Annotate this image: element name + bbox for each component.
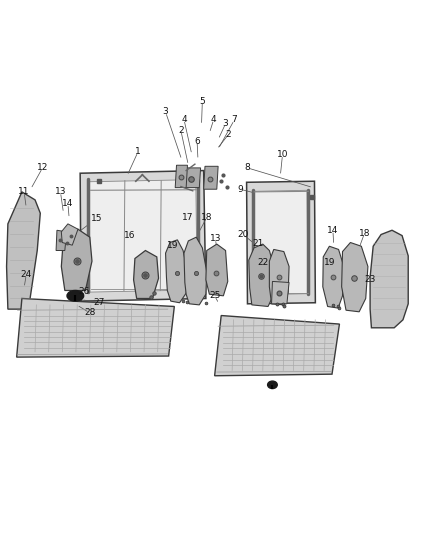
Text: 20: 20 [237, 230, 249, 239]
Text: 15: 15 [91, 214, 102, 223]
Text: 13: 13 [55, 188, 66, 196]
Polygon shape [249, 244, 275, 306]
Polygon shape [175, 165, 187, 188]
Text: 16: 16 [124, 231, 135, 240]
Text: 25: 25 [209, 292, 220, 300]
Text: 4: 4 [211, 115, 216, 124]
Text: 23: 23 [364, 276, 376, 284]
Text: 1: 1 [135, 148, 141, 156]
Text: 17: 17 [182, 213, 193, 222]
Text: 3: 3 [162, 108, 169, 116]
Text: 3: 3 [223, 119, 229, 128]
Text: 11: 11 [18, 188, 30, 196]
Ellipse shape [268, 381, 277, 389]
Text: 19: 19 [167, 241, 179, 249]
Polygon shape [56, 230, 67, 251]
Text: 2: 2 [178, 126, 184, 135]
Text: 22: 22 [257, 258, 268, 266]
Text: 7: 7 [231, 116, 237, 124]
Polygon shape [254, 190, 308, 295]
Text: 12: 12 [37, 164, 48, 172]
Polygon shape [247, 181, 315, 304]
Polygon shape [370, 230, 408, 328]
Polygon shape [7, 192, 40, 309]
Text: 27: 27 [93, 298, 104, 307]
Text: 2: 2 [226, 130, 231, 139]
Polygon shape [166, 240, 187, 303]
Polygon shape [204, 166, 218, 189]
Polygon shape [134, 251, 159, 298]
Polygon shape [323, 246, 344, 308]
Text: 24: 24 [21, 270, 32, 279]
Polygon shape [206, 244, 228, 296]
Polygon shape [89, 180, 197, 292]
Text: 18: 18 [359, 229, 370, 238]
Text: 18: 18 [201, 213, 212, 222]
Polygon shape [80, 171, 206, 301]
Text: 5: 5 [199, 97, 205, 106]
Text: 9: 9 [237, 185, 243, 193]
Polygon shape [61, 224, 78, 245]
Text: 21: 21 [253, 239, 264, 248]
Polygon shape [184, 168, 201, 188]
Polygon shape [215, 316, 339, 376]
Text: 4: 4 [181, 115, 187, 124]
Text: 8: 8 [244, 164, 251, 172]
Polygon shape [269, 249, 289, 305]
Polygon shape [17, 298, 174, 357]
Text: 6: 6 [194, 137, 200, 146]
Ellipse shape [67, 290, 84, 301]
Polygon shape [61, 229, 92, 290]
Text: 19: 19 [324, 258, 335, 266]
Text: 14: 14 [62, 199, 74, 208]
Text: 26: 26 [79, 287, 90, 296]
Text: 14: 14 [327, 226, 339, 235]
Text: 13: 13 [210, 235, 221, 243]
Polygon shape [342, 243, 368, 312]
Text: 28: 28 [84, 309, 95, 317]
Polygon shape [272, 281, 289, 304]
Text: 10: 10 [277, 150, 288, 159]
Polygon shape [184, 237, 207, 305]
